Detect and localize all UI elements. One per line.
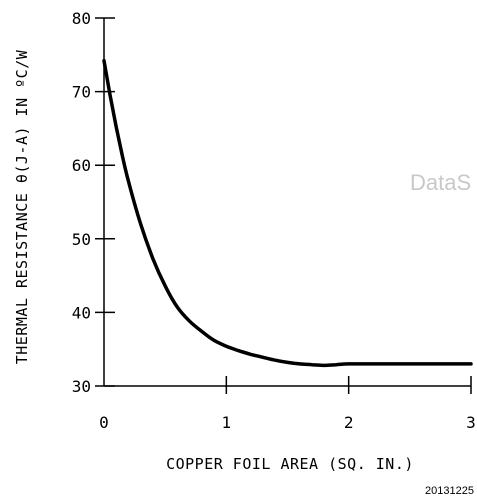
y-tick-label: 50 [72,230,91,249]
y-ticks: 30 40 50 60 70 80 [72,9,115,396]
y-tick-label: 60 [72,156,91,175]
x-tick-label: 2 [344,413,354,432]
y-tick-label: 30 [72,377,91,396]
x-ticks: 0 1 2 3 [99,376,476,432]
figure-id: 20131225 [425,485,474,497]
y-axis-title: THERMAL RESISTANCE θ(J-A) IN ºC/W [13,49,31,364]
y-tick-label: 40 [72,303,91,322]
x-axis-title: COPPER FOIL AREA (SQ. IN.) [166,455,414,473]
y-tick-label: 70 [72,83,91,102]
watermark-text: DataS [410,170,471,195]
series-line [102,58,473,368]
x-tick-label: 3 [466,413,476,432]
y-tick-label: 80 [72,9,91,28]
x-tick-label: 0 [99,413,109,432]
axes [103,18,471,387]
x-tick-label: 1 [222,413,232,432]
